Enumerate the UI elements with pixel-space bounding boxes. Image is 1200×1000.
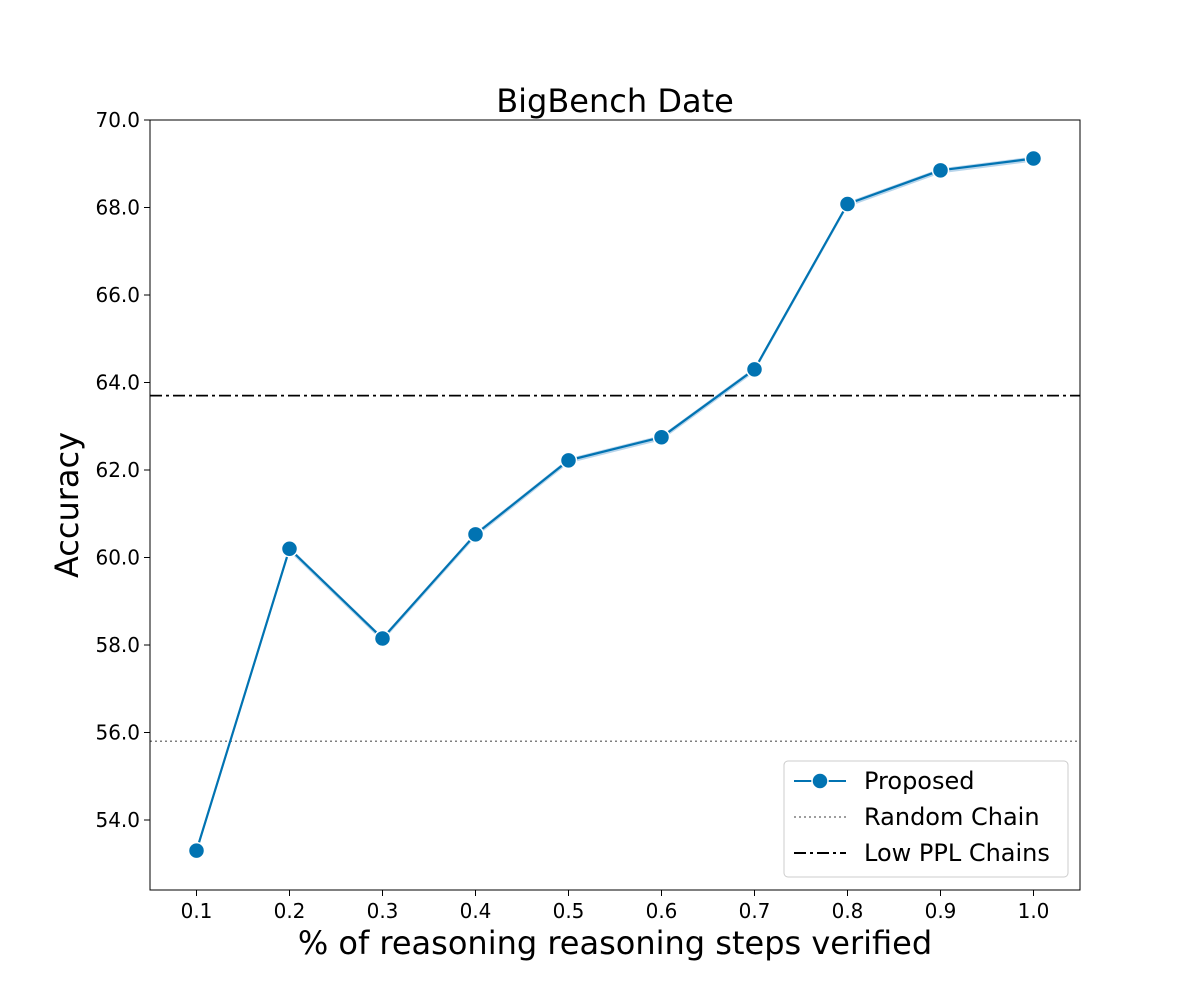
plot-frame: [149, 119, 1081, 891]
data-points: [187, 149, 1043, 860]
legend-marker-0: [811, 772, 829, 790]
x-tick-label-0: 0.1: [181, 899, 213, 923]
x-tick-label-6: 0.7: [739, 899, 771, 923]
data-point-1: [280, 540, 299, 558]
x-tick-label-9: 1.0: [1018, 899, 1050, 923]
legend-box: [783, 760, 1069, 878]
legend-label-0: Proposed: [864, 767, 975, 795]
series-line-0: [195, 157, 1034, 851]
y-tick-label-1: 56.0: [95, 721, 140, 745]
data-point-5: [652, 428, 671, 446]
legend-label-1: Random Chain: [864, 803, 1040, 831]
x-tick-label-8: 0.9: [925, 899, 957, 923]
data-point-2: [373, 629, 392, 648]
y-tick-label-0: 54.0: [95, 808, 140, 832]
x-tick-label-5: 0.6: [646, 899, 678, 923]
data-point-6: [745, 360, 764, 379]
x-tick-label-7: 0.8: [832, 899, 864, 923]
y-tick-label-5: 64.0: [95, 371, 140, 395]
data-point-8: [931, 161, 950, 180]
legend-label-2: Low PPL Chains: [864, 839, 1050, 867]
x-axis: 0.1 0.2 0.3 0.4 0.5 0.6 0.7 0.8 0.9 1.0: [181, 890, 1050, 923]
x-tick-label-1: 0.2: [274, 899, 306, 923]
y-tick-label-7: 68.0: [95, 196, 140, 220]
legend: Proposed Random Chain Low PPL Chains: [783, 760, 1069, 878]
y-tick-label-6: 66.0: [95, 283, 140, 307]
series-band-0: [196, 156, 1034, 854]
confidence-bands: [196, 156, 1034, 854]
y-axis-label: Accuracy: [48, 432, 86, 578]
y-tick-label-4: 62.0: [95, 458, 140, 482]
data-point-9: [1024, 149, 1043, 168]
data-point-7: [838, 195, 857, 213]
y-tick-label-2: 58.0: [95, 633, 140, 657]
y-tick-label-8: 70.0: [95, 108, 140, 132]
x-tick-label-2: 0.3: [367, 899, 399, 923]
series-lines: [195, 157, 1034, 851]
chart-title: BigBench Date: [496, 82, 734, 120]
x-tick-label-4: 0.5: [553, 899, 585, 923]
y-axis: 54.0 56.0 58.0 60.0 62.0 64.0 66.0 68.0 70.0: [95, 108, 150, 832]
reference-lines: [150, 394, 1080, 742]
y-tick-label-3: 60.0: [95, 546, 140, 570]
data-point-4: [559, 451, 578, 470]
data-point-3: [466, 525, 485, 544]
x-tick-label-3: 0.4: [460, 899, 492, 923]
data-point-0: [187, 841, 206, 860]
x-axis-label: % of reasoning reasoning steps verified: [298, 924, 932, 962]
